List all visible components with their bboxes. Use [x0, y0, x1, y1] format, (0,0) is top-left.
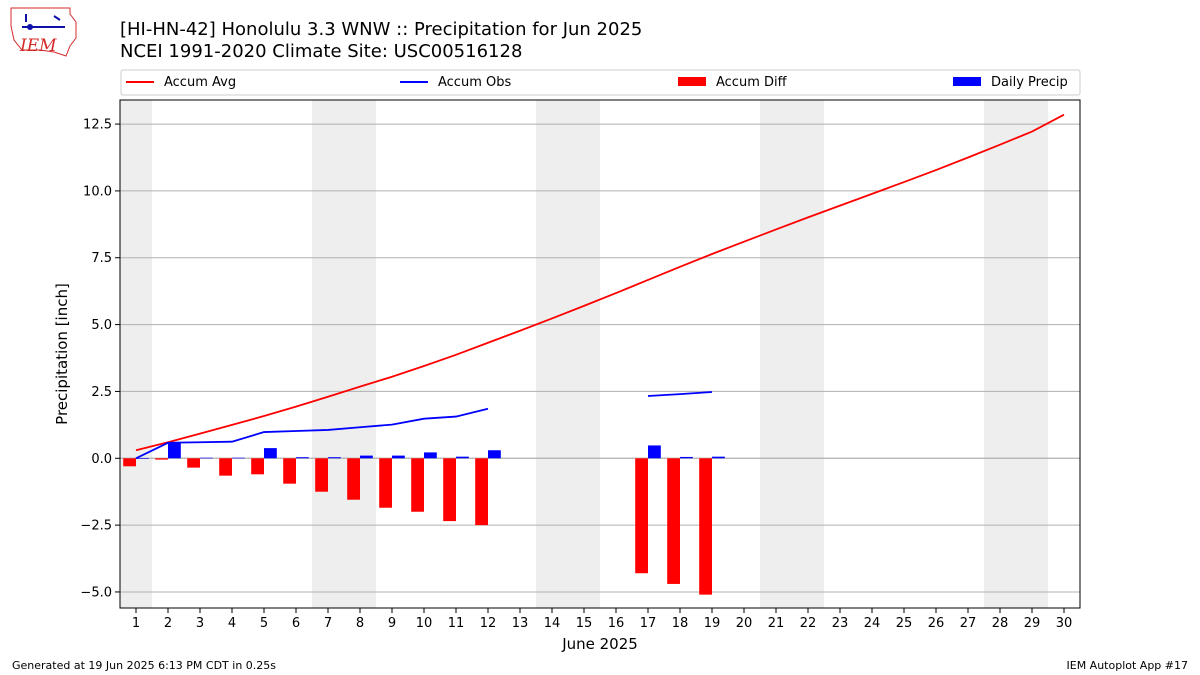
accum-diff-bar	[347, 458, 360, 500]
accum-diff-bar	[155, 458, 168, 460]
x-tick-label: 8	[356, 616, 364, 631]
x-tick-label: 3	[196, 616, 204, 631]
x-tick-label: 28	[992, 616, 1009, 631]
x-tick-label: 7	[324, 616, 332, 631]
x-tick-label: 27	[960, 616, 977, 631]
accum-diff-bar	[123, 458, 136, 467]
legend-swatch	[953, 77, 981, 86]
daily-precip-bar	[296, 457, 309, 459]
accum-diff-bar	[635, 458, 648, 574]
x-tick-label: 29	[1024, 616, 1041, 631]
x-tick-label: 11	[448, 616, 465, 631]
logo-text: IEM	[19, 36, 57, 56]
daily-precip-bar	[456, 456, 469, 459]
legend-label: Accum Obs	[438, 75, 511, 90]
x-tick-label: 21	[768, 616, 785, 631]
chart-title: [HI-HN-42] Honolulu 3.3 WNW :: Precipita…	[120, 19, 642, 40]
chart-subtitle: NCEI 1991-2020 Climate Site: USC00516128	[120, 41, 522, 62]
x-tick-label: 17	[640, 616, 657, 631]
accum-diff-bar	[283, 458, 296, 484]
accum-obs-line	[647, 391, 713, 397]
daily-precip-bar	[136, 458, 149, 459]
accum-diff-bar	[411, 458, 424, 512]
x-axis-ticks: 1 2 3 4 5 6 7 8 9 10 11 12 13 14 15 16 17 18 19 20 21 22 23 24 2…	[132, 608, 1072, 631]
daily-precip-bar	[232, 457, 245, 459]
y-axis-ticks: −5.0 −2.5 0.0 2.5 5.0 7.5 10.0 12.5	[80, 118, 120, 600]
y-tick-label: 10.0	[83, 184, 112, 199]
y-tick-label: 0.0	[91, 452, 112, 467]
daily-precip-bar	[200, 457, 213, 459]
y-tick-label: 5.0	[91, 318, 112, 333]
y-tick-label: 7.5	[91, 251, 112, 266]
x-tick-label: 2	[164, 616, 172, 631]
footer-app: IEM Autoplot App #17	[1067, 659, 1189, 672]
accum-diff-bar	[475, 458, 488, 526]
accum-diff-bar	[315, 458, 328, 492]
x-tick-label: 16	[608, 616, 625, 631]
x-tick-label: 24	[864, 616, 881, 631]
legend-swatch	[678, 77, 706, 86]
x-tick-label: 20	[736, 616, 753, 631]
x-tick-label: 10	[416, 616, 433, 631]
y-axis-label: Precipitation [inch]	[53, 283, 71, 425]
accum-diff-bar	[219, 458, 232, 476]
x-tick-label: 12	[480, 616, 497, 631]
daily-precip-bar	[360, 455, 373, 459]
x-tick-label: 22	[800, 616, 817, 631]
legend-label: Daily Precip	[991, 75, 1068, 90]
y-tick-label: 12.5	[83, 118, 112, 133]
daily-precip-bar	[328, 457, 341, 459]
x-tick-label: 9	[388, 616, 396, 631]
x-tick-label: 5	[260, 616, 268, 631]
plot-area	[119, 99, 1081, 609]
x-tick-label: 13	[512, 616, 529, 631]
daily-precip-bar	[488, 450, 501, 459]
legend: Accum Avg Accum Obs Accum Diff Daily Precip	[120, 69, 1081, 96]
legend-item: Daily Precip	[953, 75, 1068, 90]
legend-item: Accum Avg	[126, 75, 236, 90]
accum-diff-bar	[187, 458, 200, 468]
daily-precip-bar	[168, 442, 181, 459]
daily-precip-bar	[712, 456, 725, 459]
daily-precip-bar	[648, 445, 661, 459]
accum-obs-line	[135, 407, 489, 460]
daily-precip-bar	[424, 452, 437, 459]
x-tick-label: 15	[576, 616, 593, 631]
x-tick-label: 19	[704, 616, 721, 631]
daily-precip-bar	[264, 448, 277, 459]
x-tick-label: 6	[292, 616, 300, 631]
legend-item: Accum Obs	[400, 75, 511, 90]
weekend-shade	[536, 100, 600, 608]
accum-diff-bar	[251, 458, 264, 475]
x-tick-label: 1	[132, 616, 140, 631]
accum-diff-bar	[667, 458, 680, 584]
y-tick-label: 2.5	[91, 385, 112, 400]
daily-precip-bar	[392, 455, 405, 459]
weekend-shade	[312, 100, 376, 608]
daily-precip-bar	[680, 456, 693, 459]
x-tick-label: 23	[832, 616, 849, 631]
accum-diff-bar	[443, 458, 456, 522]
x-tick-label: 14	[544, 616, 561, 631]
accum-avg-line	[135, 113, 1065, 452]
x-tick-label: 4	[228, 616, 236, 631]
x-tick-label: 25	[896, 616, 913, 631]
weekend-shade	[120, 100, 152, 608]
legend-item: Accum Diff	[678, 75, 788, 90]
accum-diff-bar	[699, 458, 712, 595]
footer-generated: Generated at 19 Jun 2025 6:13 PM CDT in …	[12, 659, 276, 672]
legend-label: Accum Avg	[164, 75, 236, 90]
accum-diff-bar	[379, 458, 392, 508]
weekend-shade	[760, 100, 824, 608]
iem-logo: IEM	[10, 7, 77, 57]
weekend-shade	[984, 100, 1048, 608]
y-tick-label: −5.0	[80, 585, 112, 600]
x-axis-label: June 2025	[561, 635, 638, 653]
legend-label: Accum Diff	[716, 75, 788, 90]
y-tick-label: −2.5	[80, 519, 112, 534]
x-tick-label: 30	[1056, 616, 1073, 631]
x-tick-label: 26	[928, 616, 945, 631]
x-tick-label: 18	[672, 616, 689, 631]
